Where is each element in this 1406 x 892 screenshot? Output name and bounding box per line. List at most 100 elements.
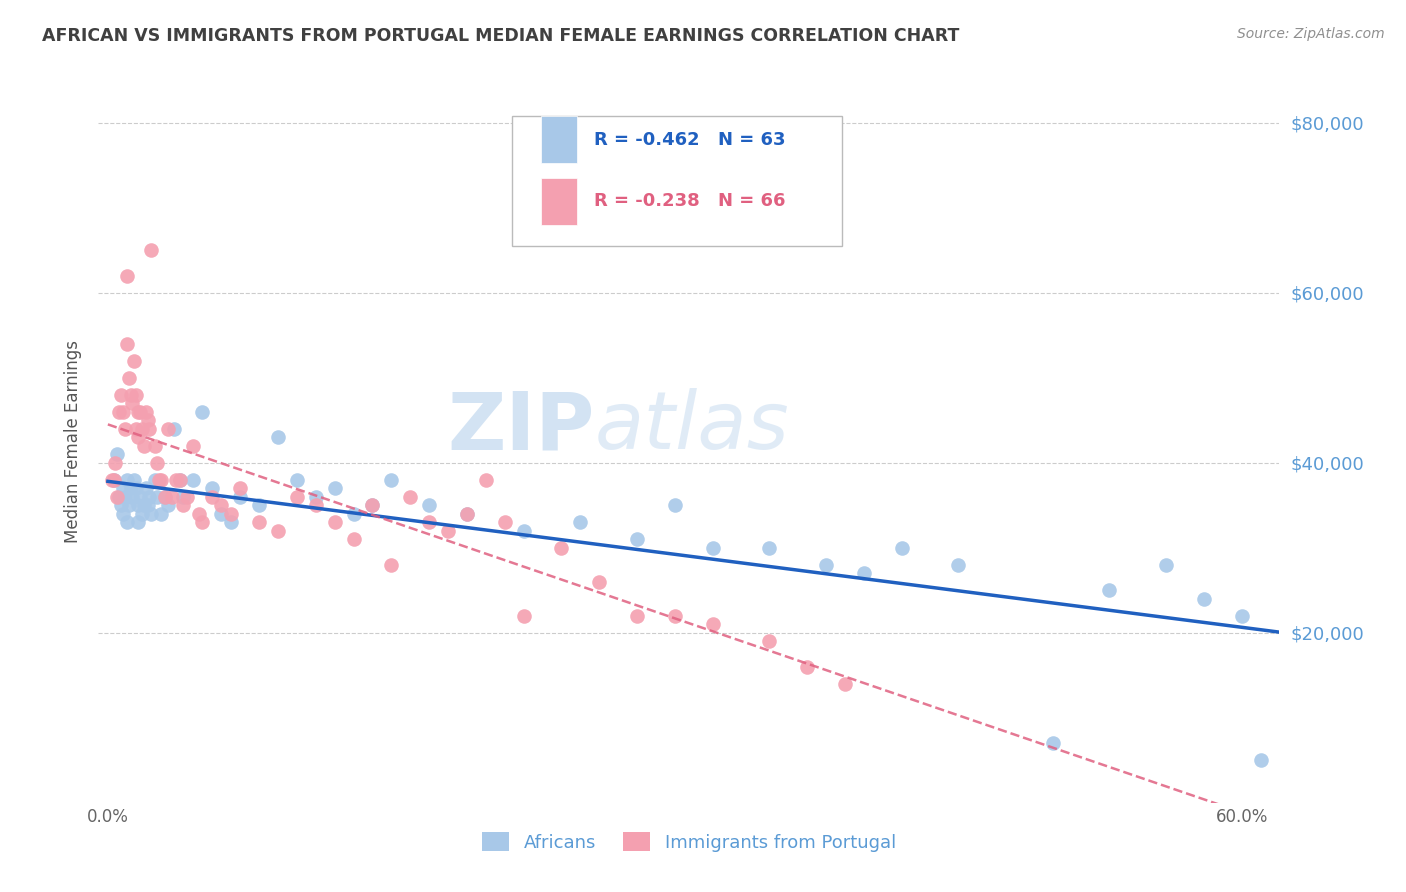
Point bbox=[247, 498, 270, 512]
Point bbox=[758, 541, 780, 555]
Point bbox=[127, 498, 149, 512]
Point bbox=[702, 617, 724, 632]
Point bbox=[118, 498, 141, 512]
Point bbox=[664, 608, 686, 623]
Point bbox=[111, 405, 134, 419]
Point bbox=[187, 507, 209, 521]
Point bbox=[125, 481, 148, 495]
Point bbox=[361, 498, 384, 512]
Point bbox=[852, 566, 875, 581]
Point bbox=[1192, 591, 1215, 606]
Point bbox=[146, 490, 169, 504]
Point bbox=[209, 498, 232, 512]
Point bbox=[176, 490, 198, 504]
Point bbox=[814, 558, 837, 572]
Point bbox=[229, 490, 252, 504]
Point bbox=[758, 634, 780, 648]
Point bbox=[626, 608, 648, 623]
Point bbox=[305, 490, 328, 504]
Point bbox=[143, 473, 166, 487]
Point bbox=[143, 439, 166, 453]
Point bbox=[153, 490, 176, 504]
Point bbox=[201, 481, 224, 495]
Legend: Africans, Immigrants from Portugal: Africans, Immigrants from Portugal bbox=[475, 825, 903, 859]
Point bbox=[131, 422, 153, 436]
Point bbox=[104, 456, 127, 470]
Point bbox=[124, 473, 146, 487]
Point bbox=[105, 447, 128, 461]
Point bbox=[267, 430, 290, 444]
Point bbox=[342, 533, 364, 547]
Point bbox=[135, 405, 157, 419]
Point bbox=[136, 498, 159, 512]
Point bbox=[512, 524, 534, 538]
Point bbox=[135, 481, 157, 495]
Point bbox=[948, 558, 970, 572]
Point bbox=[181, 439, 204, 453]
Point bbox=[1250, 753, 1272, 767]
Point bbox=[129, 405, 152, 419]
Point bbox=[1042, 736, 1064, 750]
Point bbox=[129, 490, 152, 504]
Point bbox=[121, 490, 143, 504]
Point bbox=[1098, 583, 1121, 598]
Point bbox=[141, 507, 163, 521]
Point bbox=[108, 405, 131, 419]
Point bbox=[160, 490, 183, 504]
Point bbox=[103, 473, 125, 487]
Point bbox=[181, 473, 204, 487]
Point bbox=[110, 498, 132, 512]
Point bbox=[494, 516, 516, 530]
Point bbox=[125, 422, 148, 436]
Point bbox=[209, 507, 232, 521]
Y-axis label: Median Female Earnings: Median Female Earnings bbox=[65, 340, 83, 543]
Point bbox=[1154, 558, 1177, 572]
Point bbox=[626, 533, 648, 547]
Point bbox=[361, 498, 384, 512]
Point bbox=[172, 490, 194, 504]
Point bbox=[132, 498, 155, 512]
Point bbox=[120, 481, 142, 495]
Text: N = 63: N = 63 bbox=[718, 131, 786, 149]
Point bbox=[157, 498, 180, 512]
Point bbox=[285, 490, 308, 504]
Text: Source: ZipAtlas.com: Source: ZipAtlas.com bbox=[1237, 27, 1385, 41]
Point bbox=[219, 516, 242, 530]
Point bbox=[191, 405, 214, 419]
Point bbox=[456, 507, 478, 521]
Point bbox=[267, 524, 290, 538]
Point bbox=[201, 490, 224, 504]
Point bbox=[475, 473, 498, 487]
Text: N = 66: N = 66 bbox=[718, 193, 786, 211]
Point bbox=[105, 490, 128, 504]
Point bbox=[115, 336, 138, 351]
Point bbox=[323, 516, 346, 530]
Point bbox=[890, 541, 912, 555]
Point bbox=[702, 541, 724, 555]
Point bbox=[664, 498, 686, 512]
Point bbox=[111, 481, 134, 495]
Point bbox=[153, 490, 176, 504]
Point bbox=[120, 388, 142, 402]
Point bbox=[456, 507, 478, 521]
Point bbox=[114, 422, 136, 436]
Point bbox=[124, 353, 146, 368]
Point bbox=[132, 439, 155, 453]
Text: R = -0.462: R = -0.462 bbox=[595, 131, 700, 149]
Point bbox=[136, 413, 159, 427]
Text: atlas: atlas bbox=[595, 388, 789, 467]
Point bbox=[125, 388, 148, 402]
Point bbox=[172, 498, 194, 512]
Point bbox=[169, 473, 191, 487]
Point bbox=[1230, 608, 1253, 623]
Text: R = -0.238: R = -0.238 bbox=[595, 193, 700, 211]
Point bbox=[127, 516, 149, 530]
Point bbox=[146, 456, 169, 470]
Point bbox=[121, 396, 143, 410]
Point bbox=[380, 473, 402, 487]
Point bbox=[512, 608, 534, 623]
Point bbox=[157, 422, 180, 436]
FancyBboxPatch shape bbox=[541, 178, 576, 225]
FancyBboxPatch shape bbox=[541, 117, 576, 163]
Point bbox=[165, 473, 187, 487]
